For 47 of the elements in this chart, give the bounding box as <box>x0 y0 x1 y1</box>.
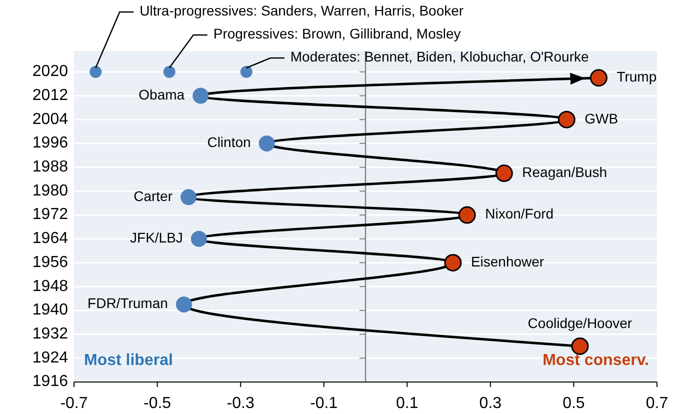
y-tick-label: 1948 <box>32 278 68 295</box>
y-tick-label: 1940 <box>32 302 68 319</box>
annotation: Most liberal <box>84 352 173 369</box>
y-tick-label: 1924 <box>32 349 68 366</box>
y-tick-label: 1956 <box>32 254 68 271</box>
y-tick-label: 1932 <box>32 326 68 343</box>
point <box>458 206 476 224</box>
annotation: GWB <box>584 110 618 126</box>
point <box>240 66 252 78</box>
annotation: Most conserv. <box>542 352 649 369</box>
y-tick-label: 2020 <box>32 63 68 80</box>
x-tick-label: 0.1 <box>396 395 418 412</box>
point <box>495 164 513 182</box>
point <box>90 66 102 78</box>
x-tick-label: -0.7 <box>60 395 88 412</box>
x-tick-label: -0.1 <box>310 395 338 412</box>
y-tick-label: 1972 <box>32 206 68 224</box>
annotation: Ultra-progressives: Sanders, Warren, Harris, Booker <box>140 2 464 19</box>
x-tick-label: 0.7 <box>646 395 668 412</box>
annotation: Coolidge/Hoover <box>528 314 632 331</box>
point <box>163 66 176 78</box>
annotation: Eisenhower <box>470 253 544 270</box>
point <box>444 254 462 272</box>
annotation: JFK/LBJ <box>130 230 183 246</box>
y-tick-label: 2012 <box>32 86 68 104</box>
y-tick-label: 1964 <box>32 230 68 248</box>
annotation: Clinton <box>207 134 251 150</box>
y-tick-label: 1988 <box>32 158 68 176</box>
annotation: Progressives: Brown, Gillibrand, Mosley <box>213 26 461 42</box>
annotation: Trump <box>616 68 657 85</box>
y-tick-label: 2004 <box>32 110 68 128</box>
x-tick-label: -0.3 <box>226 395 254 412</box>
y-tick-label: 1980 <box>32 182 68 200</box>
annotation: Reagan/Bush <box>522 164 608 180</box>
point <box>571 337 589 355</box>
annotation: FDR/Truman <box>88 295 168 312</box>
annotation: Carter <box>134 188 173 204</box>
y-tick-label: 1996 <box>32 134 68 152</box>
point <box>558 110 576 128</box>
x-tick-label: 0.5 <box>562 395 585 412</box>
annotation: Obama <box>138 86 185 102</box>
point <box>590 69 608 87</box>
x-tick-label: 0.3 <box>479 395 502 412</box>
y-tick-label: 1916 <box>32 373 68 390</box>
annotation: Moderates: Bennet, Biden, Klobuchar, O'Rourke <box>290 48 590 65</box>
annotation: Nixon/Ford <box>485 206 554 222</box>
x-tick-label: -0.5 <box>143 395 172 412</box>
